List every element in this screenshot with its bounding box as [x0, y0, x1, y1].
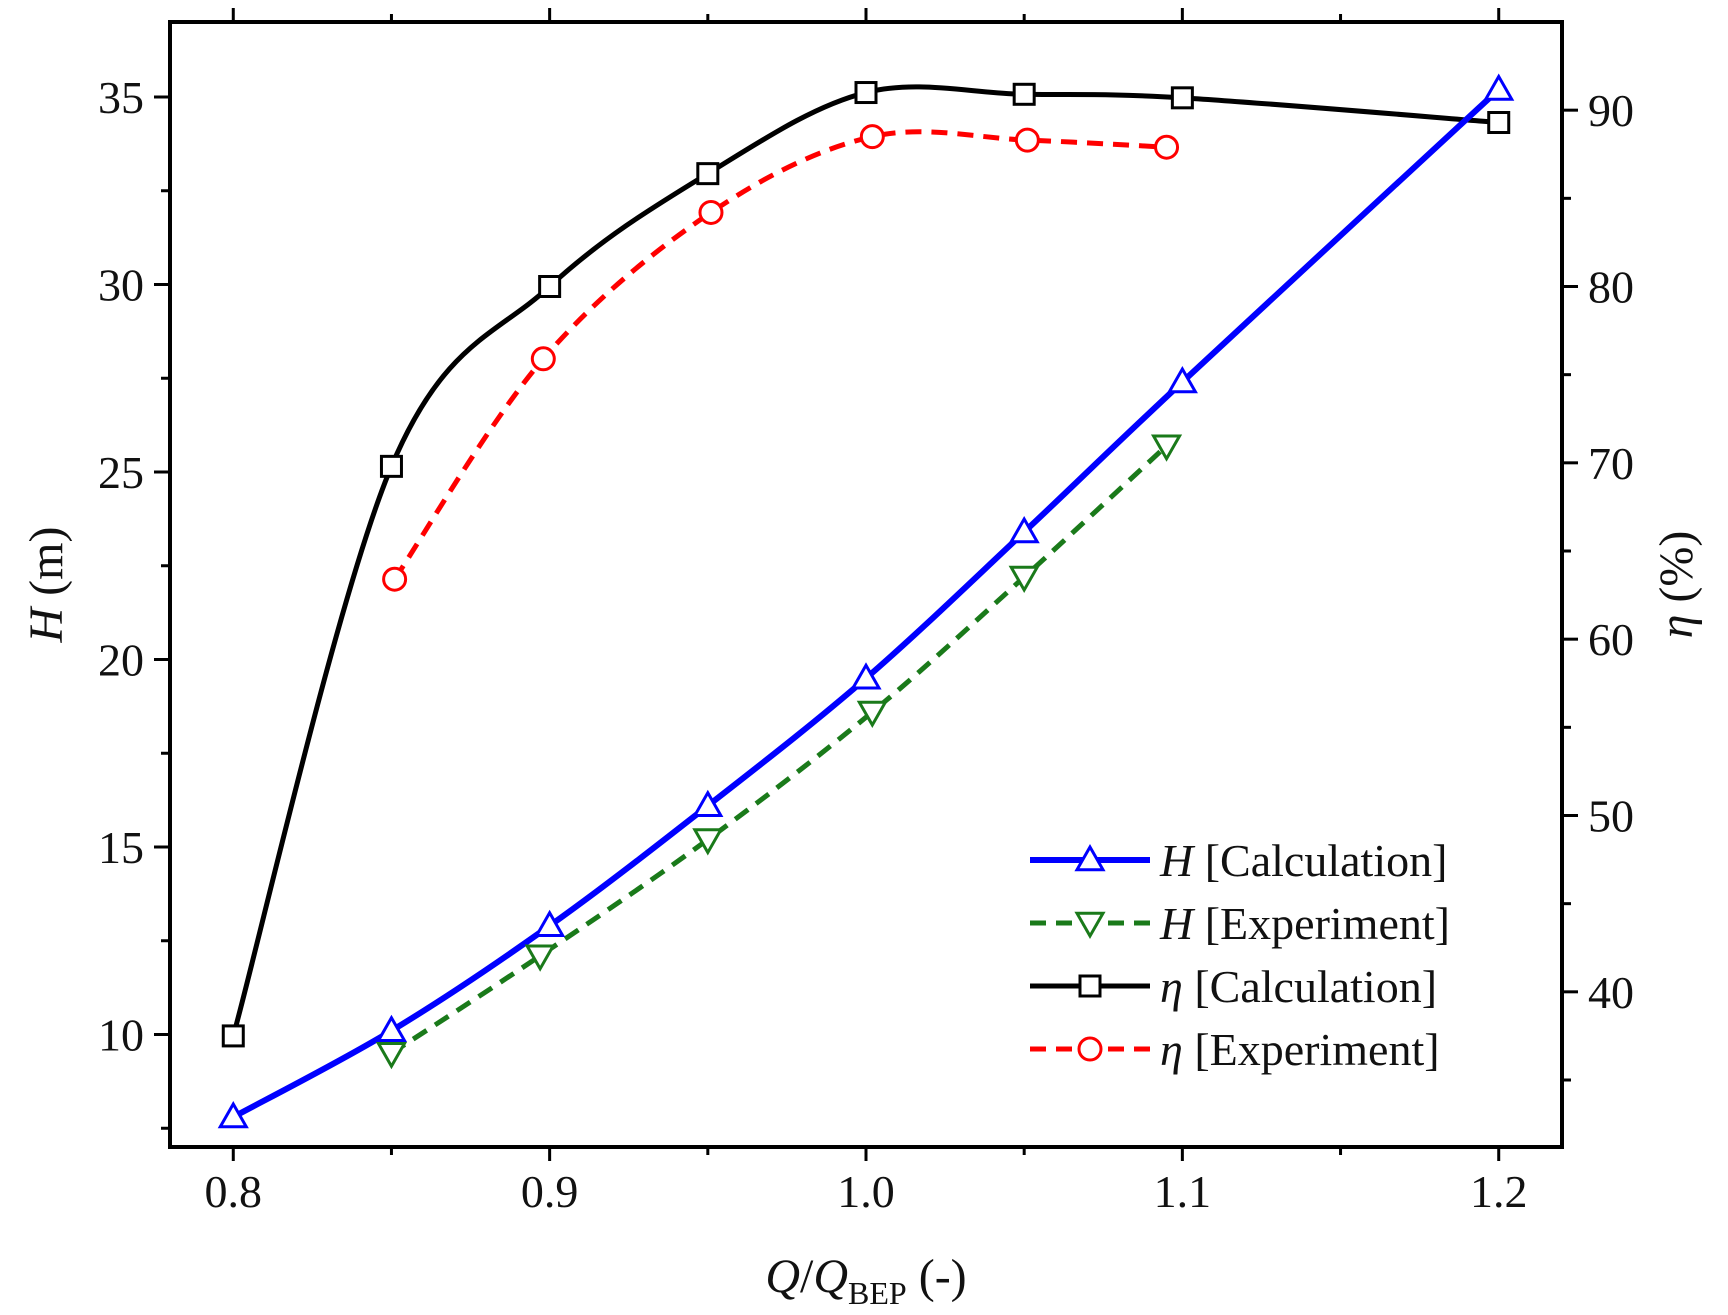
x-tick-label: 1.2: [1470, 1166, 1528, 1217]
h-exp-marker: [1008, 565, 1040, 594]
eta-exp-marker: [1014, 127, 1040, 153]
legend-label-h-calc: H [Calculation]: [1159, 835, 1447, 886]
h-exp-marker: [524, 944, 556, 972]
legend: H [Calculation] H [Experiment] η [Calculat…: [1030, 835, 1450, 1075]
eta-calc-marker: [1170, 86, 1194, 110]
h-calc-marker: [534, 909, 566, 937]
x-axis-title: Q/QBEP (-): [765, 1250, 966, 1311]
y-left-tick-label: 10: [98, 1010, 144, 1061]
h-exp-marker: [375, 1042, 408, 1070]
eta-calc-marker: [854, 81, 878, 105]
eta-exp-marker: [859, 124, 885, 150]
x-tick-label: 0.8: [205, 1166, 263, 1217]
legend-marker-eta-exp: [1077, 1036, 1103, 1062]
y-left-tick-label: 35: [98, 72, 144, 123]
h-calc-line: [231, 87, 1501, 1120]
y-right-tick-label: 60: [1588, 614, 1634, 665]
h-calc-marker: [1483, 73, 1515, 101]
eta-exp-marker: [698, 199, 724, 225]
legend-marker-h-exp: [1074, 911, 1106, 940]
y-right-tick-label: 70: [1588, 438, 1634, 489]
eta-exp-marker: [382, 566, 408, 592]
x-tick-label: 1.1: [1154, 1166, 1212, 1217]
y-right-tick-label: 90: [1588, 85, 1634, 136]
y-right-axis-title: η (%): [1650, 531, 1703, 639]
h-calc-marker: [1166, 365, 1198, 394]
eta-calc-marker: [1012, 82, 1036, 106]
h-exp-marker: [692, 828, 724, 856]
h-exp-marker: [1150, 434, 1183, 462]
legend-label-h-exp: H [Experiment]: [1159, 898, 1450, 949]
eta-calc-marker: [221, 1024, 245, 1048]
eta-calc-marker: [1487, 111, 1511, 135]
legend-marker-eta-calc: [1078, 974, 1102, 998]
y-left-axis-title: H (m): [20, 527, 73, 644]
y-left-tick-label: 15: [98, 822, 144, 873]
eta-exp-line: [392, 129, 1167, 581]
eta-calc-line: [230, 84, 1499, 1037]
h-calc-marker: [217, 1100, 249, 1129]
x-tick-label: 0.9: [521, 1166, 579, 1217]
y-right-tick-label: 40: [1588, 967, 1634, 1018]
y-right-tick-label: 50: [1588, 790, 1634, 841]
x-tick-label: 1.0: [837, 1166, 895, 1217]
y-right-tick-label: 80: [1588, 261, 1634, 312]
eta-exp-marker: [530, 346, 556, 372]
h-calc-marker: [850, 662, 882, 690]
eta-calc-marker: [696, 162, 720, 186]
h-exp-line: [390, 443, 1169, 1056]
eta-calc-marker: [538, 274, 562, 298]
h-exp-marker: [856, 700, 888, 729]
y-left-tick-label: 25: [98, 447, 144, 498]
eta-calc-marker: [379, 454, 403, 478]
eta-exp-marker: [1154, 134, 1180, 160]
legend-label-eta-calc: η [Calculation]: [1160, 961, 1437, 1012]
y-left-tick-label: 30: [98, 260, 144, 311]
legend-label-eta-exp: η [Experiment]: [1160, 1024, 1440, 1075]
y-left-tick-label: 20: [98, 635, 144, 686]
h-calc-marker: [375, 1014, 408, 1042]
legend-marker-h-calc: [1074, 843, 1106, 872]
h-calc-marker: [692, 789, 724, 817]
h-calc-marker: [1008, 515, 1040, 544]
